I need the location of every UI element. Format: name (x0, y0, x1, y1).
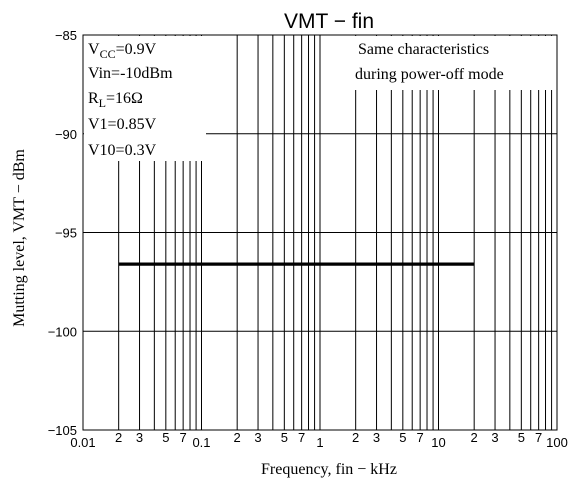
x-tick-label-minor: 3 (254, 430, 261, 445)
x-tick-label-decade: 0.1 (192, 435, 210, 450)
x-tick-label-decade: 100 (546, 435, 568, 450)
x-tick-label-minor: 2 (352, 430, 359, 445)
condition-vcc: VCC=0.9V (88, 41, 157, 61)
note-line-1: Same characteristics (358, 41, 489, 58)
note-text: Same characteristics during power-off mo… (355, 41, 504, 83)
x-tick-label-minor: 7 (417, 430, 424, 445)
y-tick-label: −105 (48, 423, 77, 438)
x-tick-label-decade: 0.01 (70, 435, 95, 450)
x-tick-label-minor: 3 (136, 430, 143, 445)
x-tick-label-minor: 3 (373, 430, 380, 445)
y-axis-label: Mutting level, VMT − dBm (11, 149, 28, 327)
x-tick-label-decade: 1 (316, 435, 323, 450)
x-tick-label-minor: 5 (399, 430, 406, 445)
plot-frame (82, 34, 558, 431)
note-line-2: during power-off mode (355, 66, 504, 83)
x-tick-label-minor: 5 (518, 430, 525, 445)
x-tick-label-minor: 7 (180, 430, 187, 445)
y-tick-label: −100 (48, 324, 77, 339)
x-tick-label-minor: 5 (281, 430, 288, 445)
x-tick-label-minor: 5 (162, 430, 169, 445)
x-tick-label-minor: 2 (471, 430, 478, 445)
x-tick-label-minor: 3 (491, 430, 498, 445)
y-tick-label: −95 (55, 226, 77, 241)
x-tick-label-minor: 7 (535, 430, 542, 445)
x-tick-label-minor: 2 (234, 430, 241, 445)
x-tick-label-minor: 7 (298, 430, 305, 445)
conditions-text: VCC=0.9V Vin=-10dBm RL=16Ω V1=0.85V V10=… (88, 41, 173, 159)
condition-vin: Vin=-10dBm (88, 65, 173, 82)
x-tick-label-minor: 2 (115, 430, 122, 445)
condition-rl: RL=16Ω (88, 90, 143, 110)
x-axis-label: Frequency, fin − kHz (261, 461, 397, 478)
note-box (350, 36, 556, 90)
condition-v10: V10=0.3V (88, 142, 157, 159)
chart-title: VMT − fin (284, 10, 374, 33)
y-tick-label: −90 (55, 127, 77, 142)
condition-v1: V1=0.85V (88, 116, 157, 133)
y-tick-label: −85 (55, 28, 77, 43)
y-tick-labels: −85 −90 −95 −100 −105 (48, 28, 77, 438)
x-tick-label-decade: 10 (431, 435, 445, 450)
conditions-box (84, 36, 206, 161)
